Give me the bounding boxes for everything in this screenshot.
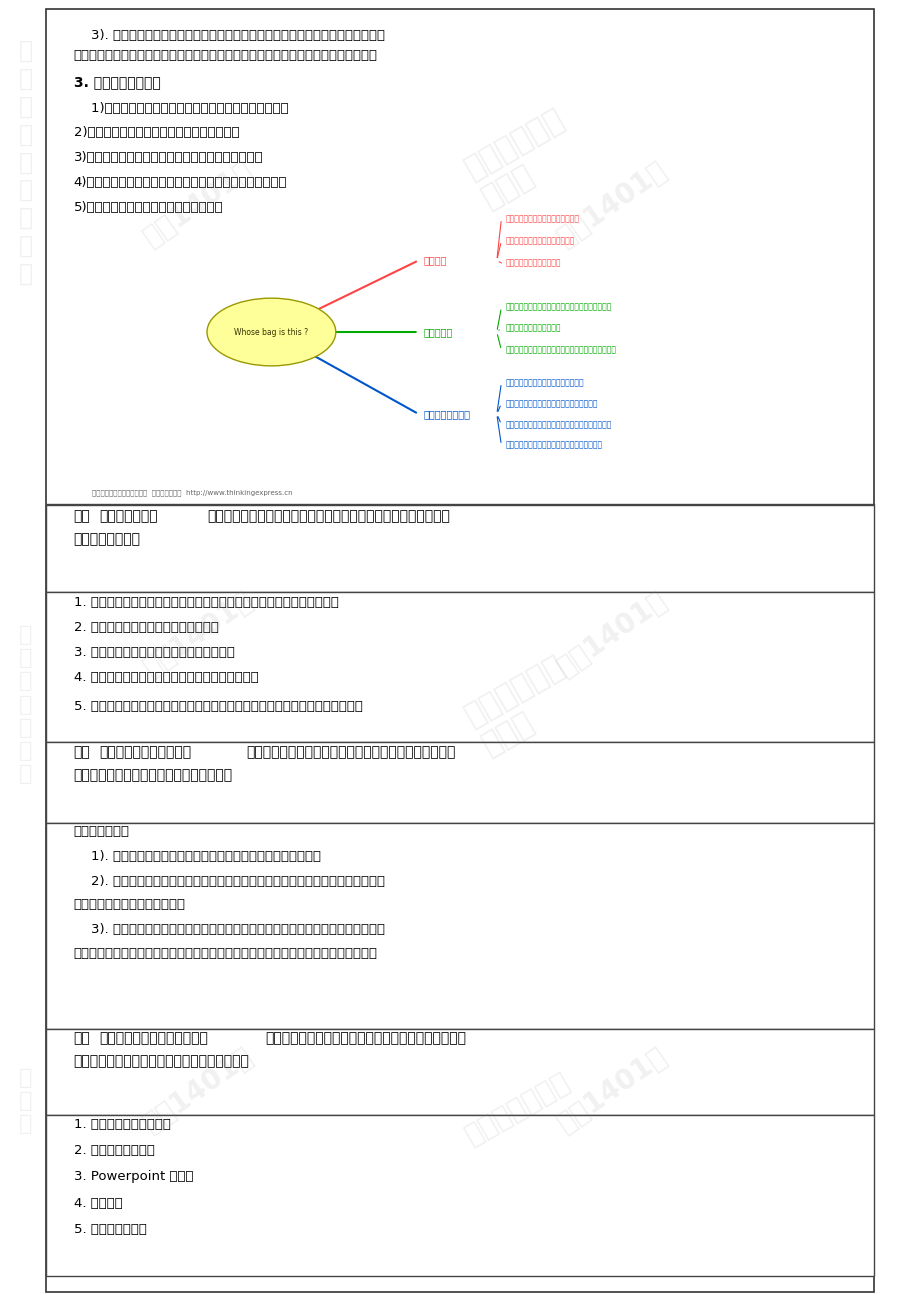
Text: 养成擅长研究剖析、勤于着手、敢于翻新的良好习惯: 养成擅长研究剖析、勤于着手、敢于翻新的良好习惯 [505,421,612,428]
Text: Whose bag is this ?: Whose bag is this ? [234,328,308,336]
Text: 学会采取多种方法收集材料: 学会采取多种方法收集材料 [505,324,561,332]
Text: 5)、造就器重健康、酷爱生活的美妙情绪: 5)、造就器重健康、酷爱生活的美妙情绪 [74,201,223,214]
Text: 学会组合研究小组、明确分工，彼此协作，合作学习: 学会组合研究小组、明确分工，彼此协作，合作学习 [505,303,612,311]
Text: 1. 编制本科英语词汇表。: 1. 编制本科英语词汇表。 [74,1118,170,1131]
Text: 学习的方法，最后写出研究呈文，编写手抄报，制造幻灯，专题网站来展示学习成果。: 学习的方法，最后写出研究呈文，编写手抄报，制造幻灯，专题网站来展示学习成果。 [74,49,377,62]
Text: 学习目标: 学习目标 [423,255,447,266]
Text: 参与者特征分析: 参与者特征分析 [99,509,158,523]
Text: 3). 学会提出问题、分析问题、发明问题，解决问题的重复轮回，初步懂得研究性: 3). 学会提出问题、分析问题、发明问题，解决问题的重复轮回，初步懂得研究性 [74,29,384,42]
Text: 广
东
省: 广 东 省 [18,1068,32,1134]
Text: 中级1401期: 中级1401期 [551,1042,672,1138]
Text: 学会提出问题、分析问题、发现问题、解决问题的办法: 学会提出问题、分析问题、发现问题、解决问题的办法 [505,346,617,354]
Text: 研究的预期成果及其表现形式: 研究的预期成果及其表现形式 [99,1031,208,1046]
Text: 休会介入的乐趣，学会与同学相处，互相合作: 休会介入的乐趣，学会与同学相处，互相合作 [505,400,598,408]
Text: 三、: 三、 [74,509,90,523]
Text: （研究的最终成果以什么样的形式展现出来，是论文、: （研究的最终成果以什么样的形式展现出来，是论文、 [265,1031,465,1046]
FancyBboxPatch shape [46,592,873,742]
Text: 3). 学会提出问题，分析问题，发明问题，解决问题的重复轮回，初步懂得研究性: 3). 学会提出问题，分析问题，发明问题，解决问题的重复轮回，初步懂得研究性 [74,923,384,936]
Text: 把握与应用基本呈现的俗品英语词汇: 把握与应用基本呈现的俗品英语词汇 [505,215,579,223]
Text: 对能学习更多的俗物英语词汇有喜悦感、成绩感: 对能学习更多的俗物英语词汇有喜悦感、成绩感 [505,441,603,449]
Text: 本思维导图由思图俱乐部制作  平方工作室出品  http://www.thinkingexpress.cn: 本思维导图由思图俱乐部制作 平方工作室出品 http://www.thinkin… [92,490,292,496]
Text: 广
东
省
教
育
技
术
能
力: 广 东 省 教 育 技 术 能 力 [18,39,32,285]
FancyBboxPatch shape [46,1029,873,1115]
Text: 1)、对能学习更多的事物英语词汇有喜悦感，成绩感。: 1)、对能学习更多的事物英语词汇有喜悦感，成绩感。 [74,102,288,115]
Text: 学习的方法，最后写出研究呈文，编写手抄报，制造幻灯，专题网站来展示学习成果。: 学习的方法，最后写出研究呈文，编写手抄报，制造幻灯，专题网站来展示学习成果。 [74,947,377,960]
Text: 4. 探索内容贴近生活，，能设计出较好调查问卷。: 4. 探索内容贴近生活，，能设计出较好调查问卷。 [74,671,258,684]
Text: 考察，收集数据，征询专家等。: 考察，收集数据，征询专家等。 [74,898,186,911]
FancyBboxPatch shape [46,823,873,1029]
Text: 实验报告、实物、网站、多媒体还是其他形式）: 实验报告、实物、网站、多媒体还是其他形式） [74,1055,249,1069]
Text: 懂得爱护自己的物品，培养良好的习惯: 懂得爱护自己的物品，培养良好的习惯 [505,379,584,387]
Text: 中学生如何保管自己的物品: 中学生如何保管自己的物品 [505,259,561,267]
Text: 4)、养成擅长研究剖析、勤于着手、敢于翻新的良好习惯。: 4)、养成擅长研究剖析、勤于着手、敢于翻新的良好习惯。 [74,176,287,189]
Text: 中级1401期: 中级1401期 [138,156,258,253]
FancyBboxPatch shape [46,742,873,823]
Text: 3. 情感态度与价值观: 3. 情感态度与价值观 [74,76,160,90]
Text: ．过程与方法：: ．过程与方法： [74,825,130,838]
Text: 研究的问题、内容和方法: 研究的问题、内容和方法 [99,745,191,759]
Text: 1. 学生是七年级的学生，活跃好动，好奇心强，竞争意识强，乐于探究。: 1. 学生是七年级的学生，活跃好动，好奇心强，竞争意识强，乐于探究。 [74,596,338,609]
Text: 广东省教育技术: 广东省教育技术 [460,1068,574,1150]
Text: 中级1401期: 中级1401期 [551,156,672,253]
FancyBboxPatch shape [46,505,873,592]
FancyBboxPatch shape [46,1115,873,1276]
Text: 中级1401期: 中级1401期 [138,1042,258,1138]
Text: 有影响的因素。）: 有影响的因素。） [74,533,141,547]
Text: 3. 大多数学生家里有电脑，方便上网搜寻。: 3. 大多数学生家里有电脑，方便上网搜寻。 [74,646,234,659]
Text: 四、: 四、 [74,745,90,759]
Text: 研究、采用什么研究方法来达成这一目标）: 研究、采用什么研究方法来达成这一目标） [74,768,233,783]
Text: 4. 专题网站: 4. 专题网站 [74,1197,122,1210]
Text: 2. 学生英语学习兴致较强，积极性高。: 2. 学生英语学习兴致较强，积极性高。 [74,621,218,634]
Text: 广东省教育技
术能力: 广东省教育技 术能力 [460,104,585,214]
Text: 广东省教育技
术能力: 广东省教育技 术能力 [460,651,585,760]
Text: 2. 招领启示的范文。: 2. 招领启示的范文。 [74,1144,154,1157]
Text: （课题研究所要解决的主要问题是什么，通过哪些内容的: （课题研究所要解决的主要问题是什么，通过哪些内容的 [246,745,456,759]
Text: 5. 学生心得领会。: 5. 学生心得领会。 [74,1223,146,1236]
Text: 情感态度与价值观: 情感态度与价值观 [423,409,470,419]
Text: （重点分析学生有哪些共性、有哪些差异，尤其对开展研究性学习: （重点分析学生有哪些共性、有哪些差异，尤其对开展研究性学习 [207,509,449,523]
Text: 5. 因为数学知识所限，学生对分析数据，统计数据，绘制统计表格有一定困难。: 5. 因为数学知识所限，学生对分析数据，统计数据，绘制统计表格有一定困难。 [74,700,362,713]
Text: 分清乐样词问块物，怎样寻找主主: 分清乐样词问块物，怎样寻找主主 [505,237,574,245]
Text: 2). 学会采取多种方法收集材料，如到图书馆查阅文献，上网收集，制调查表实地: 2). 学会采取多种方法收集材料，如到图书馆查阅文献，上网收集，制调查表实地 [74,875,384,888]
Text: 过程与方法: 过程与方法 [423,327,452,337]
Text: 1). 学会懂得组合研究小组，明确分工，彼此协作，合作学习。: 1). 学会懂得组合研究小组，明确分工，彼此协作，合作学习。 [74,850,320,863]
Text: 五、: 五、 [74,1031,90,1046]
Text: 3. Powerpoint 展示。: 3. Powerpoint 展示。 [74,1170,193,1184]
Text: 中级1401期: 中级1401期 [551,586,672,682]
Text: 中级1401期: 中级1401期 [138,586,258,682]
Text: 2)、懂得爱护自己的物品，培育良好的习惯。: 2)、懂得爱护自己的物品，培育良好的习惯。 [74,126,239,139]
Ellipse shape [207,298,335,366]
Text: 广
东
省
教
育
技
术: 广 东 省 教 育 技 术 [18,625,32,784]
FancyBboxPatch shape [46,9,873,1292]
Text: 3)、休会介入的乐趣，学会与同学相处，互相合作。: 3)、休会介入的乐趣，学会与同学相处，互相合作。 [74,151,263,164]
